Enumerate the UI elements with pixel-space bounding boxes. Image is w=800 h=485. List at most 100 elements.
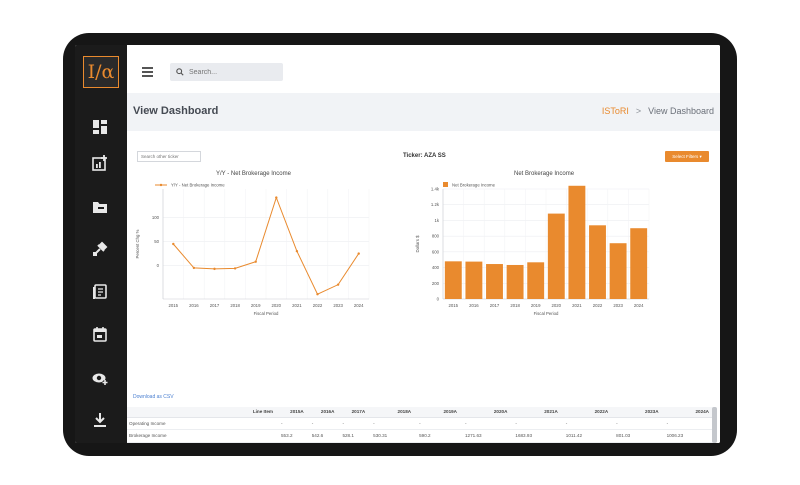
- bar[interactable]: [506, 264, 524, 299]
- x-tick-label: 2022: [593, 303, 603, 308]
- search-box[interactable]: [170, 63, 283, 81]
- bar[interactable]: [444, 261, 462, 299]
- y-tick-label: 0: [157, 263, 160, 268]
- page-title: View Dashboard: [133, 105, 219, 117]
- x-tick-label: 2024: [354, 303, 364, 308]
- table-cell: 528.1: [338, 429, 370, 443]
- table-cell: -: [561, 417, 613, 430]
- legend-swatch: [443, 182, 448, 187]
- y-tick-label: 1.2k: [431, 202, 440, 207]
- table-cell: 530.31: [369, 429, 416, 443]
- data-point[interactable]: [254, 260, 257, 263]
- y-tick-label: 100: [152, 215, 160, 220]
- data-point[interactable]: [275, 196, 278, 199]
- table-cell: 801.03: [612, 429, 663, 443]
- bar[interactable]: [527, 262, 545, 299]
- column-header[interactable]: 2018A: [369, 407, 416, 418]
- table-scrollbar[interactable]: [712, 407, 717, 443]
- document-icon[interactable]: [89, 281, 111, 303]
- folder-icon[interactable]: [89, 196, 111, 218]
- breadcrumb: ISToRI > View Dashboard: [602, 106, 714, 116]
- menu-icon[interactable]: [142, 67, 153, 77]
- table-cell: 1006.23: [662, 429, 713, 443]
- table-cell: -: [307, 417, 339, 430]
- bar[interactable]: [630, 228, 648, 299]
- column-header[interactable]: 2024A: [662, 407, 713, 418]
- y-tick-label: 400: [432, 265, 440, 270]
- search-input[interactable]: [189, 68, 274, 76]
- table-row: Brokerage Expenses(73.8)(70.4)(79.7)(85.…: [127, 442, 713, 443]
- line-chart-title: Y/Y - Net Brokerage Income: [216, 171, 291, 177]
- column-header[interactable]: Line Item: [127, 407, 277, 418]
- table-cell: 590.2: [415, 429, 461, 443]
- row-label: Operating Income: [127, 417, 277, 430]
- add-chart-icon[interactable]: [89, 152, 111, 174]
- y-tick-label: 200: [432, 281, 440, 286]
- column-header[interactable]: 2023A: [612, 407, 663, 418]
- column-header[interactable]: 2022A: [561, 407, 613, 418]
- column-header[interactable]: 2017A: [338, 407, 370, 418]
- x-tick-label: 2020: [552, 303, 562, 308]
- table-cell: 542.6: [307, 429, 339, 443]
- column-header[interactable]: 2019A: [415, 407, 461, 418]
- x-tick-label: 2015: [449, 303, 459, 308]
- table-cell: (154.79873): [662, 442, 713, 443]
- column-header[interactable]: 2020A: [461, 407, 512, 418]
- x-tick-label: 2015: [169, 303, 179, 308]
- x-tick-label: 2017: [210, 303, 220, 308]
- ticker-search-input[interactable]: [137, 151, 201, 162]
- column-header[interactable]: 2016A: [307, 407, 339, 418]
- table-cell: -: [415, 417, 461, 430]
- data-point[interactable]: [336, 283, 340, 286]
- x-tick-label: 2024: [634, 303, 644, 308]
- calendar-icon[interactable]: [89, 323, 111, 345]
- select-filters-button[interactable]: Select Filters ▾: [665, 151, 709, 162]
- data-point[interactable]: [172, 242, 175, 246]
- data-point[interactable]: [357, 252, 360, 255]
- page-header: View Dashboard ISToRI > View Dashboard: [127, 93, 720, 131]
- table-header-row: Line Item 2015A 2016A 2017A 2018A 2019A 2020A 2…: [127, 407, 713, 418]
- data-point[interactable]: [316, 293, 319, 296]
- table-cell: -: [612, 417, 663, 430]
- bar[interactable]: [486, 264, 503, 299]
- table-cell: 1011.42: [561, 429, 613, 443]
- bar[interactable]: [568, 185, 586, 299]
- bar[interactable]: [589, 225, 606, 299]
- table-cell: (70.4): [307, 442, 339, 443]
- y-axis-label: Percent Chg %: [135, 229, 140, 258]
- data-point[interactable]: [295, 249, 299, 253]
- data-point[interactable]: [192, 266, 196, 270]
- download-csv-link[interactable]: Download as CSV: [133, 394, 174, 400]
- table-cell: (85.83073): [369, 442, 416, 443]
- y-tick-label: 50: [154, 239, 159, 244]
- search-icon: [176, 68, 184, 76]
- table-cell: (79.7): [338, 442, 370, 443]
- legend-marker: [159, 183, 163, 187]
- table-cell: -: [461, 417, 512, 430]
- table-cell: -: [662, 417, 713, 430]
- x-tick-label: 2018: [230, 303, 240, 308]
- table-cell: 1683.93: [511, 429, 562, 443]
- breadcrumb-current: View Dashboard: [648, 106, 714, 116]
- table-cell: (228.05476): [511, 442, 562, 443]
- y-tick-label: 1.4k: [431, 187, 440, 192]
- data-point[interactable]: [233, 267, 237, 270]
- dashboard-icon[interactable]: [89, 116, 111, 138]
- y-tick-label: 0: [437, 297, 440, 302]
- download-icon[interactable]: [89, 409, 111, 431]
- bar[interactable]: [547, 213, 565, 299]
- column-header[interactable]: 2021A: [511, 407, 562, 418]
- app-screen: I/α: [75, 45, 720, 443]
- bar[interactable]: [609, 243, 627, 299]
- tools-icon[interactable]: [89, 238, 111, 260]
- column-header[interactable]: 2015A: [277, 407, 308, 418]
- app-logo[interactable]: I/α: [83, 56, 119, 88]
- x-tick-label: 2018: [510, 303, 520, 308]
- x-axis-label: Fiscal Period: [534, 311, 559, 316]
- row-label: Brokerage Income: [127, 429, 277, 443]
- breadcrumb-root-link[interactable]: ISToRI: [601, 106, 629, 116]
- add-view-icon[interactable]: [89, 367, 111, 389]
- bar[interactable]: [465, 261, 483, 299]
- sidebar: I/α: [75, 45, 127, 443]
- data-point[interactable]: [213, 267, 216, 271]
